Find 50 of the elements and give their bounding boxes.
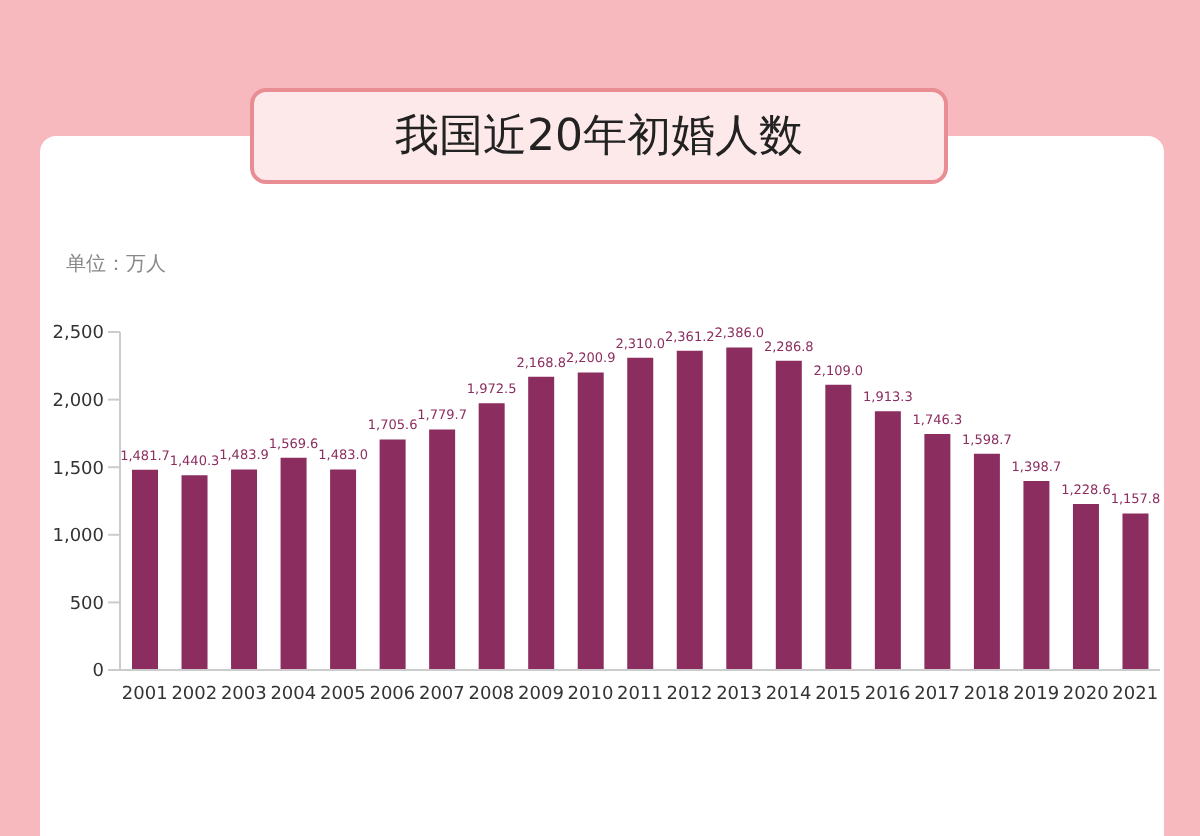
x-tick-label: 2009 (518, 684, 565, 705)
x-tick-label: 2018 (963, 684, 1011, 705)
x-tick-label: 2014 (765, 684, 813, 705)
x-tick-label: 2021 (1112, 684, 1159, 705)
y-tick-label: 2,500 (52, 324, 105, 345)
bar (379, 439, 406, 670)
x-tick-label: 2008 (468, 684, 515, 705)
y-tick-label: 0 (92, 662, 105, 683)
x-tick-label: 2020 (1062, 684, 1110, 705)
x-tick-label: 2007 (419, 684, 465, 705)
chart-title: 我国近20年初婚人数 (250, 88, 948, 184)
x-tick-label: 2001 (121, 684, 168, 705)
bar (1023, 480, 1050, 670)
bar (1122, 513, 1149, 670)
x-tick-label: 2010 (567, 684, 614, 705)
x-tick-label: 2012 (666, 684, 713, 705)
x-tick-label: 2006 (369, 684, 416, 705)
x-tick-label: 2015 (815, 684, 861, 705)
bar (825, 384, 852, 670)
bar (676, 350, 703, 670)
bar (726, 347, 753, 670)
bar (528, 376, 555, 670)
y-axis-title: 单位：万人 (66, 251, 166, 278)
x-tick-label: 2004 (270, 684, 317, 705)
bar (429, 429, 456, 670)
bar (924, 433, 951, 670)
y-tick-label: 1,000 (52, 527, 105, 548)
x-tick-label: 2005 (319, 684, 366, 705)
x-tick-label: 2011 (617, 684, 663, 705)
bar (577, 372, 604, 670)
bar (330, 469, 357, 670)
bar (181, 475, 208, 670)
bar (874, 411, 901, 670)
x-tick-label: 2017 (914, 684, 961, 705)
bar (231, 469, 258, 670)
bar (973, 453, 1000, 670)
x-tick-label: 2016 (864, 684, 912, 705)
y-tick-label: 2,000 (52, 391, 105, 412)
bar (1072, 503, 1099, 670)
bar (775, 360, 802, 670)
y-tick-label: 1,500 (52, 459, 105, 480)
bar (627, 357, 654, 670)
x-tick-label: 2019 (1013, 684, 1060, 705)
y-tick-label: 500 (69, 594, 105, 615)
x-tick-label: 2003 (220, 684, 267, 705)
bar (132, 469, 158, 670)
x-tick-label: 2002 (171, 684, 218, 705)
bar (478, 403, 505, 670)
bar (280, 457, 307, 670)
x-tick-label: 2013 (716, 684, 762, 705)
